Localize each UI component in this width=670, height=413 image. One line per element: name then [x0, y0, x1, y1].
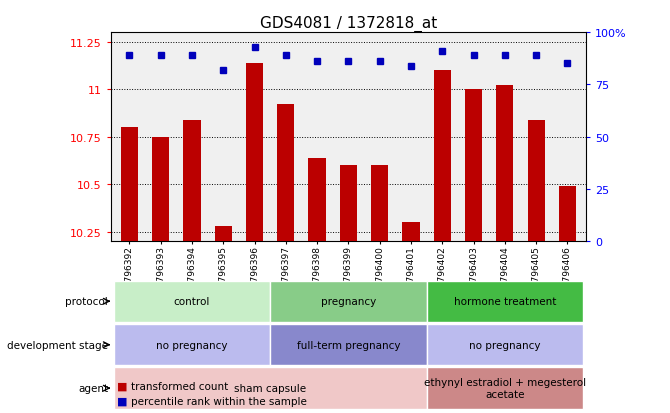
- Bar: [427, 281, 583, 322]
- Text: hormone treatment: hormone treatment: [454, 297, 556, 306]
- Bar: [403, 223, 419, 242]
- Text: full-term pregnancy: full-term pregnancy: [297, 340, 400, 350]
- Bar: [277, 105, 294, 242]
- Text: ■: ■: [117, 381, 131, 391]
- Text: no pregnancy: no pregnancy: [469, 340, 541, 350]
- Bar: [270, 324, 427, 366]
- Text: no pregnancy: no pregnancy: [156, 340, 228, 350]
- Bar: [427, 324, 583, 366]
- Text: ethynyl estradiol + megesterol
acetate: ethynyl estradiol + megesterol acetate: [424, 377, 586, 399]
- Bar: [114, 324, 270, 366]
- Bar: [496, 86, 513, 242]
- Text: agent: agent: [78, 383, 108, 393]
- Bar: [114, 281, 270, 322]
- Bar: [559, 187, 576, 242]
- Bar: [121, 128, 138, 242]
- Text: control: control: [174, 297, 210, 306]
- Bar: [184, 120, 200, 242]
- Bar: [214, 226, 232, 242]
- Bar: [427, 368, 583, 409]
- Bar: [114, 368, 427, 409]
- Bar: [308, 158, 326, 242]
- Text: transformed count: transformed count: [131, 381, 228, 391]
- Text: ■: ■: [117, 396, 131, 406]
- Text: development stage: development stage: [7, 340, 108, 350]
- Bar: [152, 138, 170, 242]
- Text: percentile rank within the sample: percentile rank within the sample: [131, 396, 306, 406]
- Bar: [433, 71, 451, 242]
- Bar: [527, 120, 545, 242]
- Bar: [340, 166, 357, 242]
- Bar: [371, 166, 389, 242]
- Text: protocol: protocol: [66, 297, 108, 306]
- Bar: [465, 90, 482, 242]
- Title: GDS4081 / 1372818_at: GDS4081 / 1372818_at: [260, 16, 437, 32]
- Bar: [246, 63, 263, 242]
- Bar: [270, 281, 427, 322]
- Text: pregnancy: pregnancy: [321, 297, 376, 306]
- Text: sham capsule: sham capsule: [234, 383, 306, 393]
